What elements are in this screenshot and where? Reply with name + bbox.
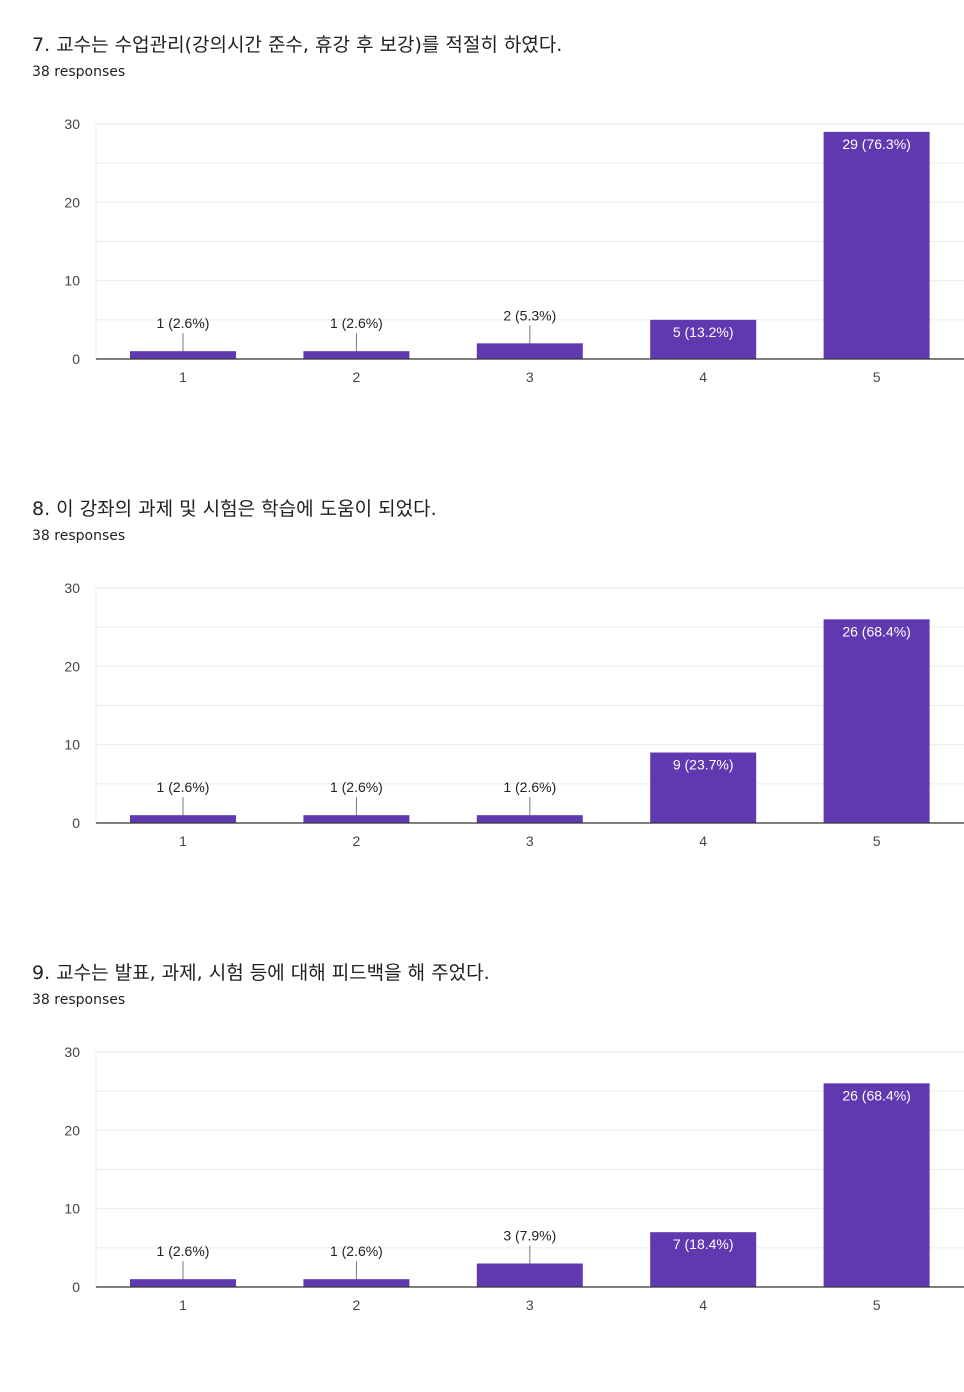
x-tick-label: 2 (353, 369, 361, 385)
bar (823, 1083, 930, 1287)
bar (130, 815, 236, 823)
x-tick-label: 1 (179, 1297, 187, 1313)
bar-chart: 0 10 20 30 1 (2.6%) 1 1 (2.6%) 2 2 (5.3%) 3 5 (13.… (64, 116, 964, 385)
bar (823, 619, 930, 823)
data-label: 1 (2.6%) (330, 779, 383, 795)
x-tick-label: 3 (526, 833, 534, 849)
question-7-section: 7. 교수는 수업관리(강의시간 준수, 휴강 후 보강)를 적절히 하였다. … (0, 0, 964, 464)
y-tick-label: 20 (64, 658, 80, 674)
x-tick-label: 4 (699, 1297, 707, 1313)
data-label: 26 (68.4%) (842, 623, 910, 639)
data-label: 1 (2.6%) (330, 315, 383, 331)
data-label: 3 (7.9%) (503, 1228, 556, 1244)
bar (130, 351, 236, 359)
question-9-section: 9. 교수는 발표, 과제, 시험 등에 대해 피드백을 해 주었다. 38 r… (0, 928, 964, 1392)
x-tick-label: 5 (873, 1297, 881, 1313)
x-tick-label: 4 (699, 833, 707, 849)
y-tick-label: 10 (64, 737, 80, 753)
y-tick-label: 0 (72, 815, 80, 831)
question-title: 9. 교수는 발표, 과제, 시험 등에 대해 피드백을 해 주었다. (32, 962, 490, 984)
data-label: 29 (76.3%) (842, 136, 910, 152)
x-tick-label: 1 (179, 369, 187, 385)
y-tick-label: 10 (64, 273, 80, 289)
bar (650, 319, 757, 359)
bar (823, 131, 930, 359)
question-title: 8. 이 강좌의 과제 및 시험은 학습에 도움이 되었다. (32, 498, 437, 520)
bar (130, 1279, 236, 1287)
data-label: 7 (18.4%) (673, 1236, 734, 1252)
data-label: 9 (23.7%) (673, 757, 734, 773)
bar (476, 343, 583, 359)
bar-chart: 0 10 20 30 1 (2.6%) 1 1 (2.6%) 2 3 (7.9%) 3 7 (18.… (64, 1044, 964, 1313)
data-label: 1 (2.6%) (157, 1243, 210, 1259)
data-label: 2 (5.3%) (503, 307, 556, 323)
x-tick-label: 5 (873, 833, 881, 849)
data-label: 1 (2.6%) (503, 779, 556, 795)
response-count: 38 responses (32, 992, 126, 1008)
question-8-section: 8. 이 강좌의 과제 및 시험은 학습에 도움이 되었다. 38 respon… (0, 464, 964, 928)
response-count: 38 responses (32, 528, 126, 544)
y-tick-label: 20 (64, 194, 80, 210)
x-tick-label: 2 (353, 1297, 361, 1313)
x-tick-label: 3 (526, 369, 534, 385)
y-tick-label: 20 (64, 1122, 80, 1138)
bar (650, 752, 757, 823)
bar (303, 815, 410, 823)
data-label: 26 (68.4%) (842, 1087, 910, 1103)
question-title: 7. 교수는 수업관리(강의시간 준수, 휴강 후 보강)를 적절히 하였다. (32, 34, 563, 56)
y-tick-label: 0 (72, 1279, 80, 1295)
y-tick-label: 30 (64, 116, 80, 132)
bar (303, 1279, 410, 1287)
response-count: 38 responses (32, 64, 126, 80)
y-tick-label: 30 (64, 1044, 80, 1060)
x-tick-label: 5 (873, 369, 881, 385)
x-tick-label: 4 (699, 369, 707, 385)
bar (303, 351, 410, 359)
data-label: 1 (2.6%) (330, 1243, 383, 1259)
bar (476, 815, 583, 823)
data-label: 1 (2.6%) (157, 315, 210, 331)
x-tick-label: 3 (526, 1297, 534, 1313)
y-tick-label: 0 (72, 351, 80, 367)
data-label: 1 (2.6%) (157, 779, 210, 795)
bar-chart: 0 10 20 30 1 (2.6%) 1 1 (2.6%) 2 1 (2.6%) 3 9 (23.… (64, 580, 964, 849)
bar (650, 1232, 757, 1287)
y-tick-label: 30 (64, 580, 80, 596)
bar (476, 1263, 583, 1287)
data-label: 5 (13.2%) (673, 324, 734, 340)
x-tick-label: 2 (353, 833, 361, 849)
x-tick-label: 1 (179, 833, 187, 849)
y-tick-label: 10 (64, 1201, 80, 1217)
